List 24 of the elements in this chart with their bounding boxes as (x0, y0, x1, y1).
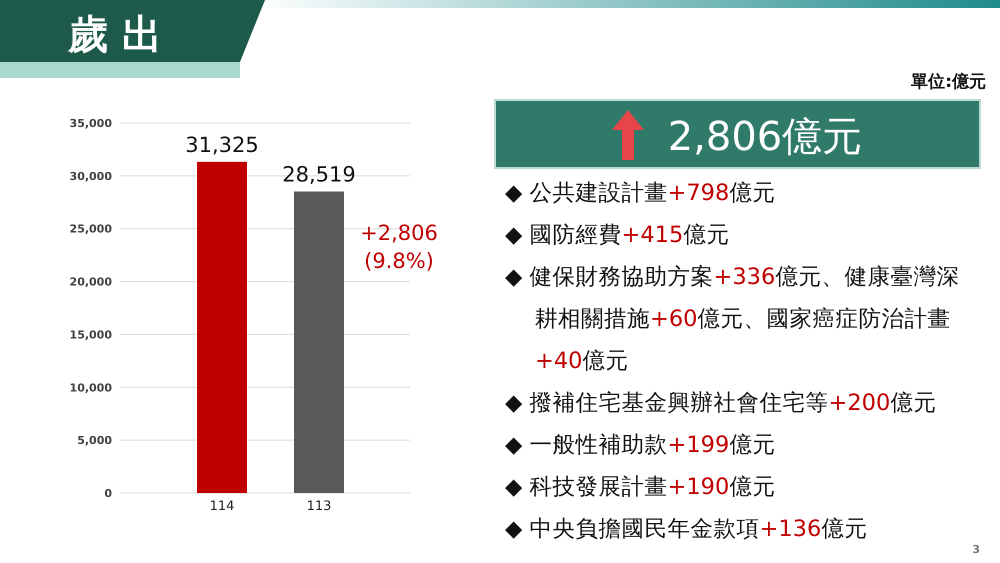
text: ◆ 科技發展計畫+190億元 (505, 473, 776, 502)
y-tick-label: 20,000 (70, 276, 112, 289)
text: ◆ 中央負擔國民年金款項+136億元 (505, 516, 868, 542)
text: ◆ 健保財務協助方案+336億元、健康臺灣深耕相關措施+60億元、國家癌症防治計畫+40億元 (505, 264, 960, 374)
y-tick-label: 10,000 (70, 381, 112, 394)
data-label: 28,519 (282, 162, 356, 187)
text: 3 (972, 543, 980, 556)
annotation: +2,806 (9.8%) (360, 221, 438, 273)
text: ◆ 一般性補助款+199億元 (505, 431, 776, 460)
text: ◆ 國防經費+415億元 (505, 221, 730, 250)
text: 2,806億元 (668, 114, 862, 160)
y-tick-label: 30,000 (70, 170, 112, 183)
x-tick-label: 114 (210, 499, 234, 514)
data-label: 31,325 (185, 132, 259, 157)
y-tick-label: 15,000 (70, 328, 112, 342)
y-tick-label: 5,000 (77, 434, 112, 448)
text: ◆ 撥補住宅基金興辦社會住宅等+200億元 (505, 389, 938, 418)
y-tick-label: 25,000 (70, 222, 112, 236)
text: 單位:億元 (910, 72, 986, 92)
chart-title: 歲 出 (67, 12, 162, 58)
y-tick-label: 0 (104, 487, 112, 500)
y-tick-label: 35,000 (70, 117, 112, 130)
x-tick-label: 113 (306, 499, 332, 514)
text: ◆ 公共建設計畫+798億元 (505, 179, 776, 208)
